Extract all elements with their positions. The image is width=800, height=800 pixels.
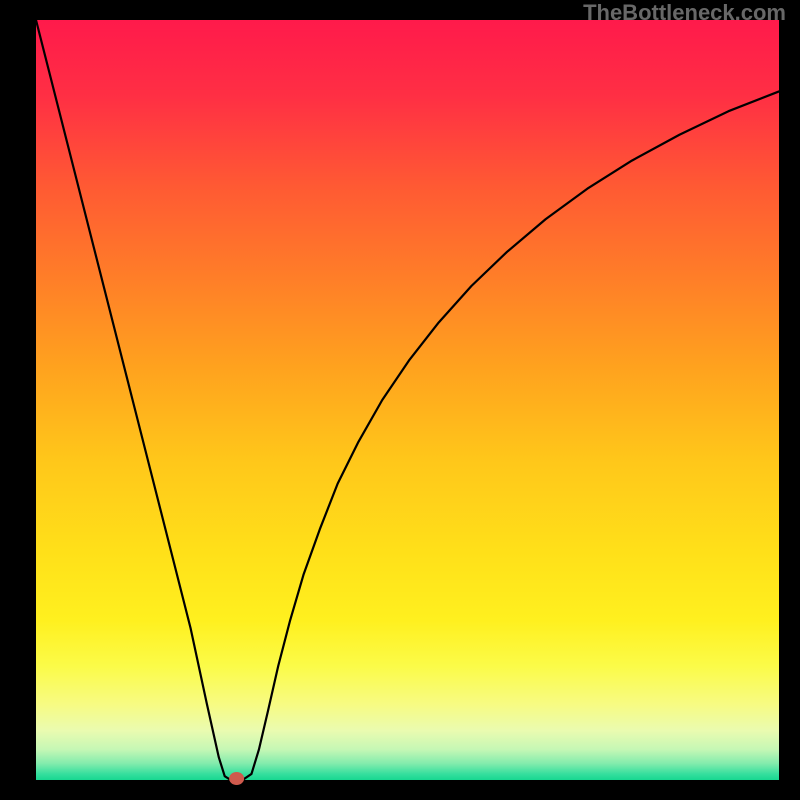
- minimum-marker: [230, 772, 244, 784]
- watermark-text: TheBottleneck.com: [583, 0, 786, 26]
- plot-background: [36, 20, 779, 780]
- chart-frame: TheBottleneck.com: [0, 0, 800, 800]
- chart-svg: [0, 0, 800, 800]
